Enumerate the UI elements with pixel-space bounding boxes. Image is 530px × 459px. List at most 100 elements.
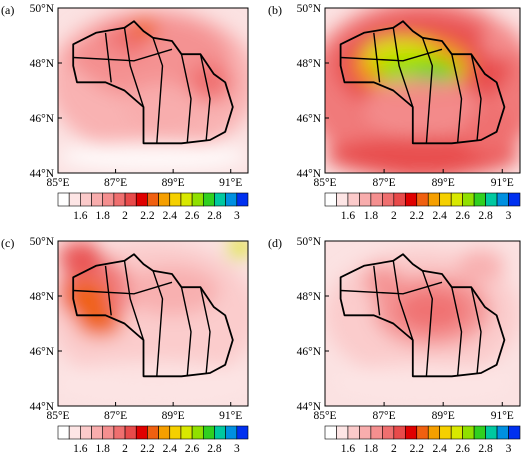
field-patch xyxy=(364,265,403,299)
colorbar-label: 2.6 xyxy=(455,210,470,222)
lon-tick-label: 85°E xyxy=(46,410,69,422)
region-boundary xyxy=(339,20,506,145)
colorbar-swatch xyxy=(202,192,215,207)
colorbar-swatch xyxy=(68,425,81,440)
field-patch xyxy=(58,241,104,274)
region-boundary xyxy=(72,253,234,378)
colorbar-swatch xyxy=(80,192,92,207)
colorbar-label: 1.8 xyxy=(96,443,111,455)
lon-tick-label: 91°E xyxy=(219,177,242,189)
colorbar-label: 2.8 xyxy=(478,443,493,455)
colorbar-swatch xyxy=(347,192,360,207)
colorbar-swatch xyxy=(462,425,475,440)
colorbar: 1.6 1.8 2 2.2 2.4 2.6 2.8 3 xyxy=(57,192,249,222)
colorbar-label: 3 xyxy=(506,443,512,455)
colorbar-swatch xyxy=(382,192,395,207)
map-panel: 50°N48°N46°N44°N85°E 87°E 89°E 91°E(d)1.6 1.… xyxy=(268,236,521,455)
colorbar-swatch xyxy=(324,192,337,207)
colorbar: 1.6 1.8 2 2.2 2.4 2.6 2.8 3 xyxy=(324,425,521,455)
lat-tick-label: 44°N xyxy=(30,401,55,413)
colorbar-label: 1.8 xyxy=(364,443,379,455)
colorbar-swatch xyxy=(113,192,126,207)
colorbar-label: 2.2 xyxy=(410,210,425,222)
colorbar-swatch xyxy=(191,425,204,440)
colorbar-label: 2.4 xyxy=(163,210,178,222)
colorbar-swatch xyxy=(393,425,406,440)
lon-tick-label: 91°E xyxy=(491,410,514,422)
colorbar-label: 2.4 xyxy=(163,443,178,455)
colorbar-label: 3 xyxy=(234,210,240,222)
map-panel: 50°N48°N46°N44°N85°E 87°E 89°E 91°E(a)1.6 1.… xyxy=(1,3,249,222)
panel-frame xyxy=(57,7,249,174)
colorbar-swatch xyxy=(496,192,509,207)
colorbar-swatch xyxy=(347,425,360,440)
colorbar-swatch xyxy=(485,192,498,207)
colorbar-label: 2.8 xyxy=(207,443,222,455)
field-patch xyxy=(187,62,233,103)
colorbar-swatch xyxy=(359,425,372,440)
lon-tick-label: 91°E xyxy=(491,177,514,189)
subregion-boundary xyxy=(123,27,145,108)
field-patch xyxy=(461,107,520,157)
panel-frame xyxy=(57,240,249,407)
colorbar-swatch xyxy=(147,425,159,440)
colorbar-swatch xyxy=(147,192,159,207)
field-patch xyxy=(124,265,220,316)
colorbar-swatch xyxy=(102,192,115,207)
colorbar-swatch xyxy=(450,192,463,207)
subregion-boundary xyxy=(199,287,211,374)
colorbar-label: 1.8 xyxy=(364,210,379,222)
subregion-boundary xyxy=(180,54,192,144)
colorbar-swatch xyxy=(91,425,104,440)
colorbar-swatch xyxy=(80,425,92,440)
lon-tick-label: 89°E xyxy=(432,410,455,422)
lon-tick-label: 89°E xyxy=(432,177,455,189)
shaded-field xyxy=(325,8,520,173)
colorbar-swatch xyxy=(169,425,182,440)
region-boundary xyxy=(339,253,506,378)
colorbar-label: 2.4 xyxy=(433,443,448,455)
subregion-boundary xyxy=(373,32,381,83)
subregion-boundary xyxy=(104,32,112,83)
colorbar-swatch xyxy=(416,425,429,440)
colorbar-swatch xyxy=(336,425,349,440)
subregion-boundary xyxy=(421,37,434,144)
panel-frame xyxy=(324,240,521,407)
colorbar-swatch xyxy=(236,192,249,207)
subregion-boundary xyxy=(73,281,173,295)
field-blobs xyxy=(58,8,248,170)
colorbar-swatch xyxy=(113,425,126,440)
colorbar-swatch xyxy=(135,425,148,440)
subregion-boundary xyxy=(373,265,381,316)
colorbar-label: 1.8 xyxy=(96,210,111,222)
shaded-field xyxy=(58,8,248,170)
subregion-boundary xyxy=(180,287,192,377)
field-patch xyxy=(128,17,159,38)
colorbar-swatch xyxy=(124,192,137,207)
colorbar-swatch xyxy=(214,192,226,207)
lat-tick-label: 48°N xyxy=(297,291,322,303)
colorbar-swatch xyxy=(135,192,148,207)
colorbar-swatch xyxy=(191,192,204,207)
lat-tick-label: 46°N xyxy=(297,346,322,358)
colorbar-swatch xyxy=(508,425,521,440)
colorbar: 1.6 1.8 2 2.2 2.4 2.6 2.8 3 xyxy=(57,425,249,455)
lat-tick-label: 50°N xyxy=(297,236,322,248)
colorbar-swatch xyxy=(473,192,486,207)
subregion-boundary xyxy=(152,37,164,144)
colorbar-label: 1.6 xyxy=(341,210,356,222)
colorbar-swatch xyxy=(324,425,337,440)
field-blobs xyxy=(325,249,520,398)
panel-label: (b) xyxy=(268,3,282,17)
lat-tick-label: 46°N xyxy=(297,113,322,125)
lat-tick-label: 48°N xyxy=(30,291,55,303)
colorbar-swatch xyxy=(370,192,383,207)
colorbar-swatch xyxy=(158,192,171,207)
colorbar-label: 2.6 xyxy=(185,210,200,222)
colorbar-label: 2.8 xyxy=(207,210,222,222)
colorbar-swatch xyxy=(68,192,81,207)
subregion-boundary xyxy=(451,54,463,144)
map-panel: 50°N48°N46°N44°N85°E 87°E 89°E 91°E(b)1.6 1.… xyxy=(268,3,521,222)
colorbar-swatch xyxy=(124,425,137,440)
